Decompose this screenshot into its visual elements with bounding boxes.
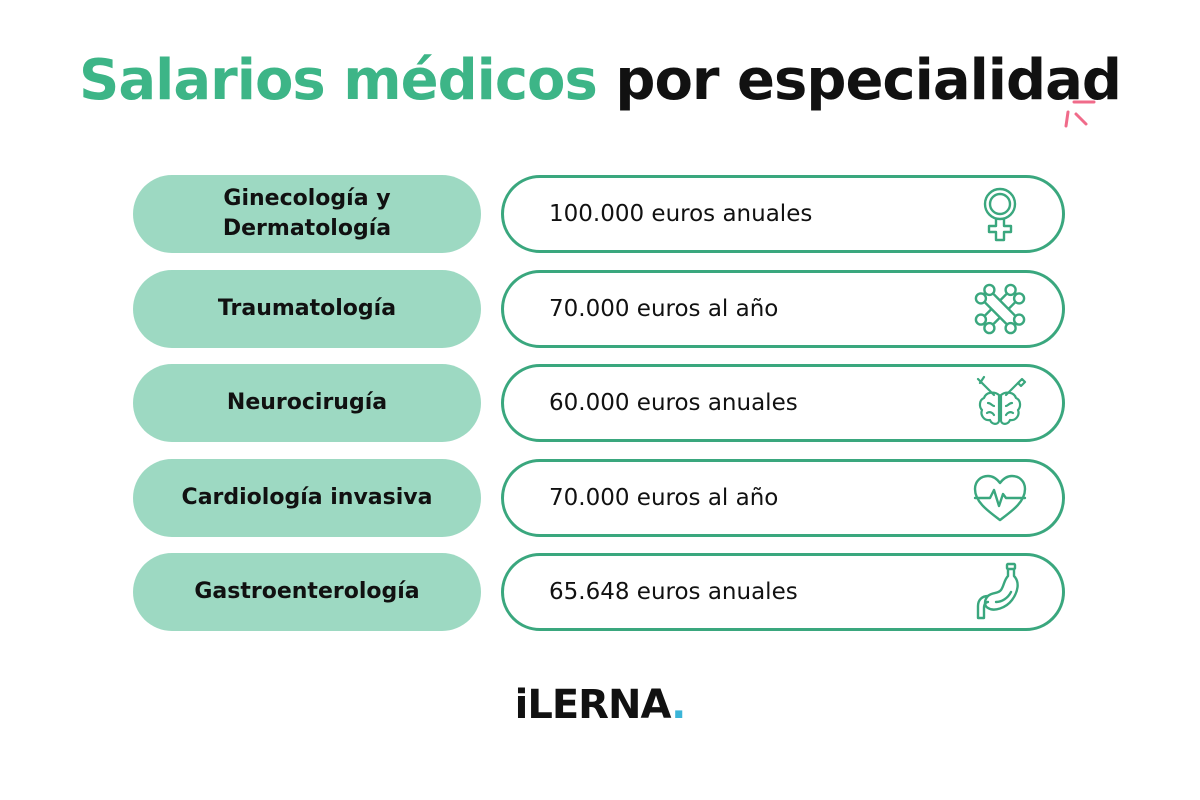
salary-row-cardiologia: Cardiología invasiva 70.000 euros al año [0,459,1200,539]
page-title: Salarios médicos por especialidad [0,48,1200,113]
salary-value-box: 70.000 euros al año [501,270,1065,348]
specialty-label: Traumatología [133,270,481,348]
stomach-icon [970,562,1030,622]
salary-value: 70.000 euros al año [549,485,779,511]
salary-value-box: 70.000 euros al año [501,459,1065,537]
specialty-label: Neurocirugía [133,364,481,442]
brain-surgery-icon [970,373,1030,433]
logo-text: iLERNA [514,682,672,728]
salary-value-box: 100.000 euros anuales [501,175,1065,253]
salary-value: 70.000 euros al año [549,296,779,322]
specialty-label: Ginecología y Dermatología [133,175,481,253]
salary-value-box: 60.000 euros anuales [501,364,1065,442]
logo-dot: . [671,682,686,728]
salary-row-traumatologia: Traumatología 70.000 euros al año [0,270,1200,350]
ilerna-logo: iLERNA. [0,682,1200,728]
salary-value: 60.000 euros anuales [549,390,798,416]
title-highlight: Salarios médicos [79,48,598,113]
specialty-label: Cardiología invasiva [133,459,481,537]
salary-row-ginecologia: Ginecología y Dermatología 100.000 euros… [0,175,1200,255]
crossed-bones-icon [970,279,1030,339]
salary-value: 100.000 euros anuales [549,201,813,227]
salary-row-gastroenterologia: Gastroenterología 65.648 euros anuales [0,553,1200,633]
female-symbol-icon [970,184,1030,244]
sparkle-icon [1064,100,1096,128]
salary-row-neurocirugia: Neurocirugía 60.000 euros anuales [0,364,1200,444]
salary-value-box: 65.648 euros anuales [501,553,1065,631]
title-rest: por especialidad [615,48,1122,113]
specialty-label: Gastroenterología [133,553,481,631]
salary-value: 65.648 euros anuales [549,579,798,605]
heart-pulse-icon [970,468,1030,528]
